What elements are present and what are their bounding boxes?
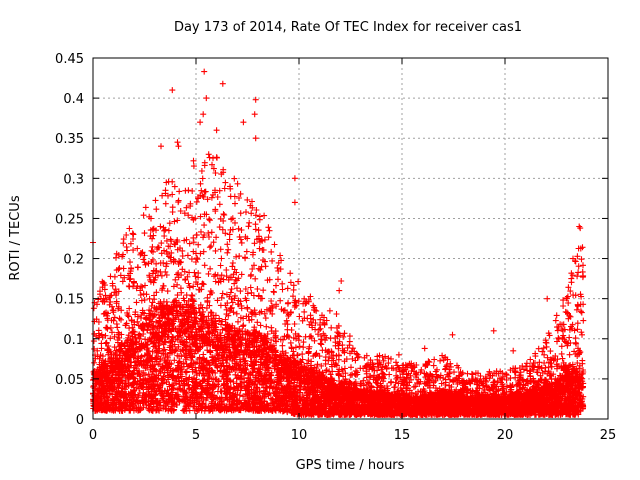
- chart-title: Day 173 of 2014, Rate Of TEC Index for r…: [174, 20, 522, 35]
- y-tick-label: 0.4: [63, 92, 84, 107]
- plot-frame: [92, 57, 609, 420]
- x-tick-labels: 0 5 10 15 20 25: [89, 428, 616, 443]
- y-tick-labels: 0 0.05 0.1 0.15 0.2 0.25 0.3 0.35 0.4 0.45: [55, 52, 84, 428]
- axis-ticks: [92, 57, 609, 420]
- x-tick-label: 5: [192, 428, 200, 443]
- y-tick-label: 0.25: [55, 212, 84, 227]
- x-tick-label: 20: [497, 428, 514, 443]
- y-tick-label: 0.1: [63, 333, 84, 348]
- x-tick-label: 10: [291, 428, 308, 443]
- y-tick-label: 0.15: [55, 293, 84, 308]
- y-tick-label: 0.45: [55, 52, 84, 67]
- x-axis-label: GPS time / hours: [296, 458, 405, 473]
- y-tick-label: 0.3: [63, 172, 84, 187]
- y-tick-label: 0: [76, 413, 84, 428]
- y-axis-label: ROTI / TECUs: [8, 195, 23, 280]
- x-tick-label: 25: [600, 428, 617, 443]
- x-tick-label: 15: [394, 428, 411, 443]
- y-tick-label: 0.35: [55, 132, 84, 147]
- y-tick-label: 0.2: [63, 253, 84, 268]
- scatter-points: [90, 68, 587, 418]
- x-tick-label: 0: [89, 428, 97, 443]
- data-points: [90, 68, 587, 418]
- y-tick-label: 0.05: [55, 373, 84, 388]
